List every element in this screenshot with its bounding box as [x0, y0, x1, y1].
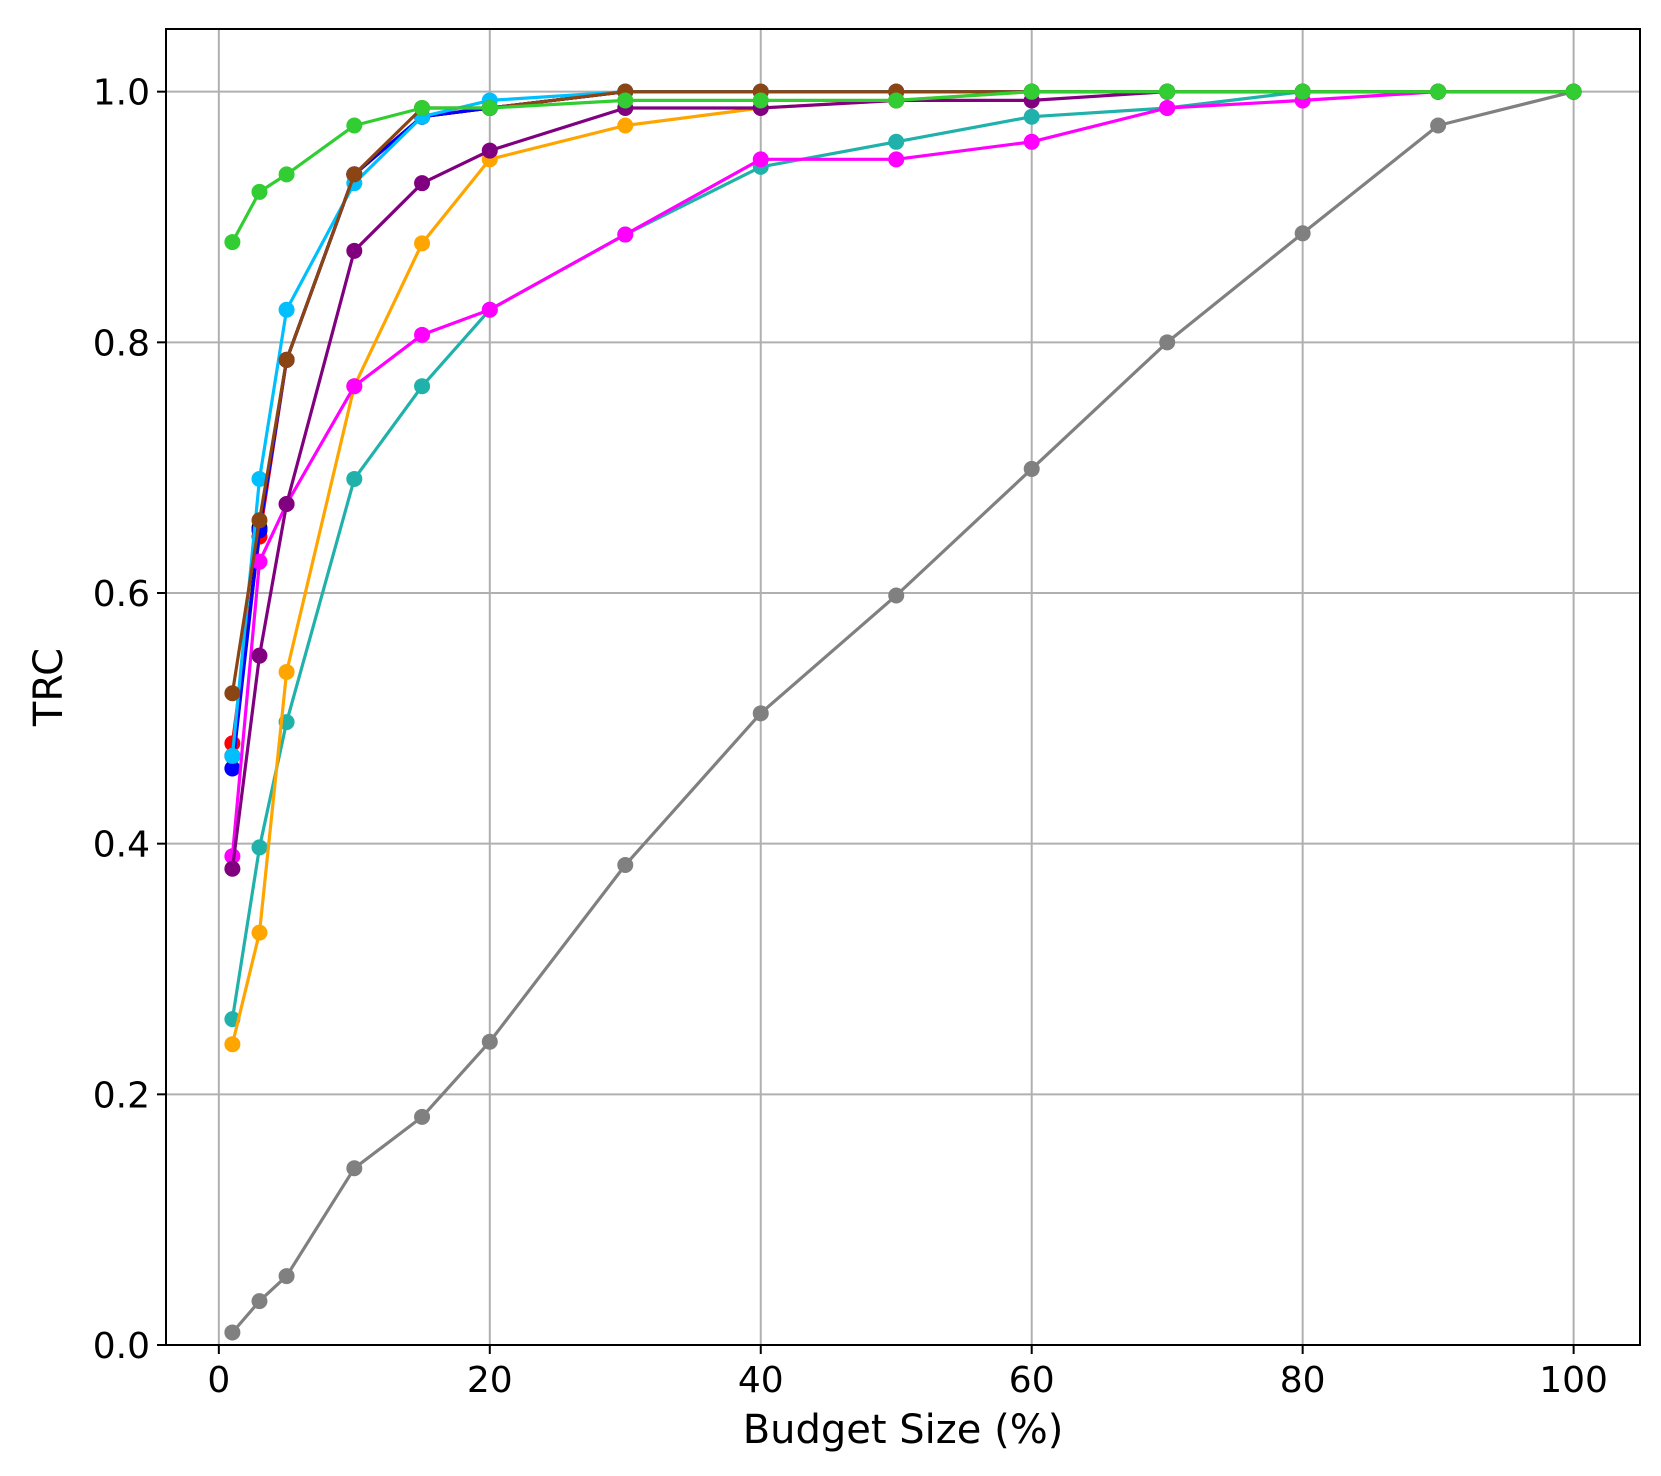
data-point — [251, 183, 268, 200]
y-tick-label: 1.0 — [93, 73, 150, 114]
y-axis-title: TRC — [26, 648, 72, 727]
data-point — [224, 760, 241, 777]
data-point — [224, 1036, 241, 1053]
data-point — [1159, 99, 1176, 116]
data-point — [888, 151, 905, 168]
data-point — [414, 235, 431, 252]
y-tick-label: 0.8 — [93, 323, 150, 364]
data-point — [617, 117, 634, 134]
data-point — [752, 92, 769, 109]
data-point — [251, 1293, 268, 1310]
y-tick-label: 0.0 — [93, 1326, 150, 1367]
ticks: 0 20 40 60 80 100 0.0 0.2 0.4 0.6 0.8 1.0 — [93, 73, 1608, 1401]
data-point — [1023, 108, 1040, 125]
data-point — [481, 99, 498, 116]
y-tick-label: 0.4 — [93, 825, 150, 866]
data-point — [346, 117, 363, 134]
data-point — [414, 175, 431, 192]
data-point — [1430, 117, 1447, 134]
data-point — [1294, 83, 1311, 100]
data-point — [888, 92, 905, 109]
series-7 — [224, 83, 1582, 865]
data-point — [1430, 83, 1447, 100]
data-point — [481, 142, 498, 159]
data-point — [888, 587, 905, 604]
data-point — [414, 378, 431, 395]
y-tick-label: 0.6 — [93, 574, 150, 615]
data-point — [251, 553, 268, 570]
data-point — [224, 234, 241, 251]
data-point — [346, 470, 363, 487]
x-tick-label: 100 — [1539, 1360, 1608, 1401]
series-line — [231, 90, 1574, 1334]
data-point — [1023, 133, 1040, 150]
data-point — [224, 685, 241, 702]
data-point — [481, 1033, 498, 1050]
x-axis-title: Budget Size (%) — [743, 1407, 1064, 1453]
data-point — [1023, 83, 1040, 100]
data-point — [1159, 83, 1176, 100]
data-point — [346, 166, 363, 183]
data-point — [346, 1160, 363, 1177]
series-group — [224, 83, 1582, 1341]
data-point — [346, 242, 363, 259]
data-point — [414, 99, 431, 116]
data-point — [414, 326, 431, 343]
data-point — [414, 1108, 431, 1125]
data-point — [1565, 83, 1582, 100]
x-tick-label: 80 — [1280, 1360, 1326, 1401]
data-point — [224, 747, 241, 764]
data-point — [278, 351, 295, 368]
data-point — [251, 512, 268, 529]
series-11 — [224, 83, 1582, 251]
data-point — [752, 151, 769, 168]
data-point — [617, 92, 634, 109]
data-point — [278, 301, 295, 318]
data-point — [752, 705, 769, 722]
x-tick-label: 40 — [738, 1360, 784, 1401]
data-point — [481, 301, 498, 318]
data-point — [251, 470, 268, 487]
plot-frame — [165, 28, 1641, 1346]
data-point — [278, 496, 295, 513]
x-tick-label: 20 — [467, 1360, 513, 1401]
data-point — [617, 226, 634, 243]
y-tick-label: 0.2 — [93, 1075, 150, 1116]
data-point — [251, 839, 268, 856]
x-tick-label: 0 — [207, 1360, 230, 1401]
series-line — [230, 90, 1574, 857]
series-line — [230, 90, 1574, 243]
x-tick-label: 60 — [1009, 1360, 1055, 1401]
data-point — [346, 378, 363, 395]
data-point — [1159, 334, 1176, 351]
data-point — [251, 647, 268, 664]
data-point — [251, 924, 268, 941]
data-point — [888, 133, 905, 150]
data-point — [1023, 460, 1040, 477]
data-point — [617, 856, 634, 873]
data-point — [224, 860, 241, 877]
data-point — [278, 166, 295, 183]
data-point — [1294, 225, 1311, 242]
data-point — [278, 1268, 295, 1285]
data-point — [224, 1324, 241, 1341]
series-line — [230, 90, 1574, 1020]
data-point — [278, 663, 295, 680]
